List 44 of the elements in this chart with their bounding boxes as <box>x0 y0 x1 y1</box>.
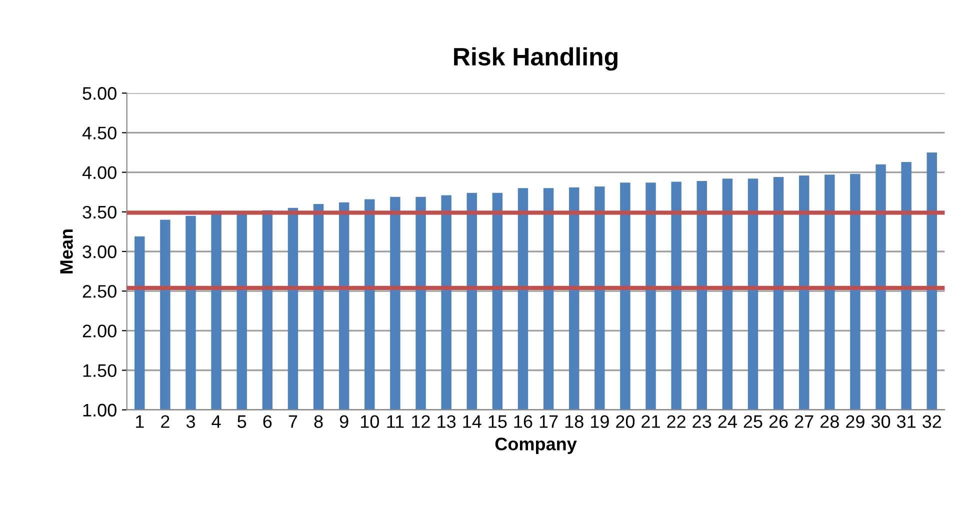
y-tick-label: 2.00 <box>82 324 116 338</box>
x-tick-label: 9 <box>340 415 348 428</box>
y-tick-label: 4.00 <box>82 166 116 180</box>
x-tick-label: 4 <box>212 415 221 428</box>
x-tick-label: 20 <box>616 415 635 428</box>
x-tick-label: 17 <box>540 415 558 428</box>
x-tick-label: 14 <box>463 415 482 428</box>
x-tick-label: 8 <box>314 415 323 428</box>
x-tick-label: 11 <box>387 415 404 428</box>
y-tick-label: 3.00 <box>82 245 116 258</box>
x-tick-label: 13 <box>438 415 456 428</box>
x-tick-label: 10 <box>360 415 379 428</box>
x-tick-label: 7 <box>288 415 298 428</box>
y-tick-label: 1.50 <box>83 364 116 377</box>
x-tick-label: 26 <box>769 415 788 428</box>
x-tick-label: 29 <box>846 415 864 428</box>
x-tick-label: 23 <box>692 415 712 428</box>
x-tick-label: 12 <box>412 415 430 428</box>
x-tick-label: 28 <box>820 415 839 428</box>
y-tick-label: 3.50 <box>82 206 116 219</box>
y-tick-label: 2.50 <box>82 285 116 298</box>
x-tick-label: 27 <box>794 415 814 428</box>
x-tick-label: 1 <box>136 415 144 428</box>
x-tick-label: 30 <box>871 415 890 428</box>
x-tick-label: 19 <box>590 415 609 428</box>
chart-title: Risk Handling <box>454 47 618 71</box>
x-tick-label: 16 <box>514 415 532 428</box>
x-tick-label: 15 <box>488 415 507 428</box>
x-tick-label: 21 <box>642 415 660 428</box>
x-tick-label: 18 <box>565 415 584 428</box>
y-tick-label: 4.50 <box>82 126 116 140</box>
x-tick-label: 31 <box>896 415 916 428</box>
x-tick-label: 5 <box>238 415 246 428</box>
x-axis-title: Company <box>495 438 577 454</box>
x-tick-label: 25 <box>744 415 762 428</box>
x-tick-label: 6 <box>263 415 272 428</box>
x-tick-label: 24 <box>718 415 737 428</box>
y-axis-title: Mean <box>60 230 73 274</box>
y-tick-label: 5.00 <box>82 87 116 100</box>
x-tick-label: 22 <box>667 415 686 428</box>
x-tick-label: 2 <box>161 415 170 428</box>
x-tick-label: 3 <box>186 415 195 428</box>
y-tick-label: 1.00 <box>83 404 116 417</box>
x-tick-label: 32 <box>922 415 942 428</box>
